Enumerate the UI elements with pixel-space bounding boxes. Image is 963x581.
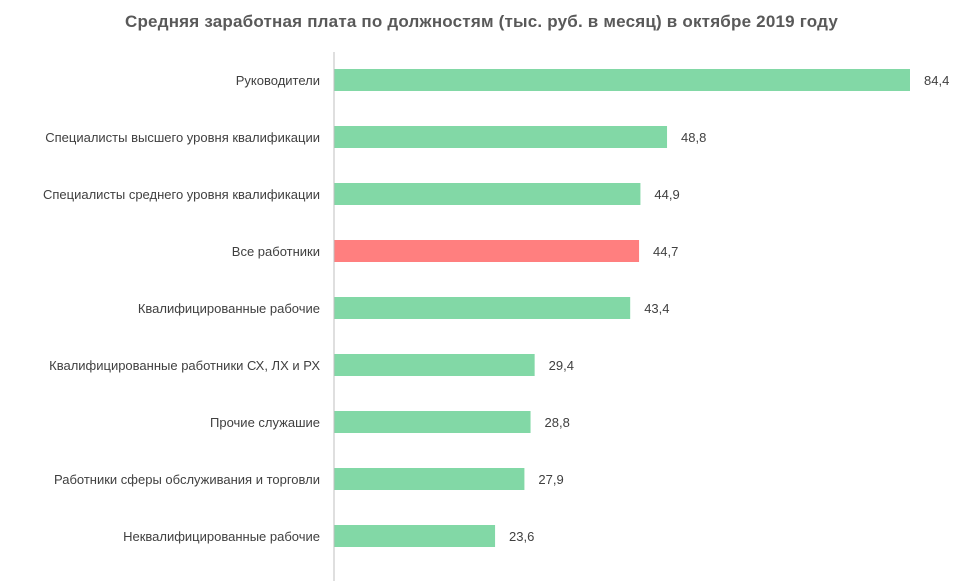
value-label: 48,8 — [681, 130, 706, 145]
bar — [334, 69, 910, 91]
value-label: 29,4 — [549, 358, 574, 373]
bar — [334, 297, 631, 319]
category-label: Специалисты высшего уровня квалификации — [45, 130, 320, 145]
category-label: Квалифицированные работники СХ, ЛХ и РХ — [49, 358, 320, 373]
category-label: Все работники — [232, 244, 320, 259]
chart-title: Средняя заработная плата по должностям (… — [125, 12, 838, 31]
bar-highlight — [334, 240, 640, 262]
bar — [334, 525, 496, 547]
value-label: 43,4 — [644, 301, 669, 316]
category-label: Квалифицированные рабочие — [138, 301, 320, 316]
bar — [334, 411, 531, 433]
value-label: 84,4 — [924, 73, 949, 88]
value-label: 44,7 — [653, 244, 678, 259]
category-label: Работники сферы обслуживания и торговли — [54, 472, 320, 487]
bars-layer: Руководители 84,4 Специалисты высшего уров… — [43, 69, 949, 547]
bar — [334, 183, 641, 205]
bar — [334, 354, 535, 376]
bar — [334, 126, 668, 148]
value-label: 23,6 — [509, 529, 534, 544]
value-label: 28,8 — [545, 415, 570, 430]
category-label: Прочие служашие — [210, 415, 320, 430]
category-label: Руководители — [236, 73, 320, 88]
category-label: Неквалифицированные рабочие — [123, 529, 320, 544]
value-label: 27,9 — [538, 472, 563, 487]
category-label: Специалисты среднего уровня квалификации — [43, 187, 320, 202]
bar — [334, 468, 525, 490]
value-label: 44,9 — [654, 187, 679, 202]
